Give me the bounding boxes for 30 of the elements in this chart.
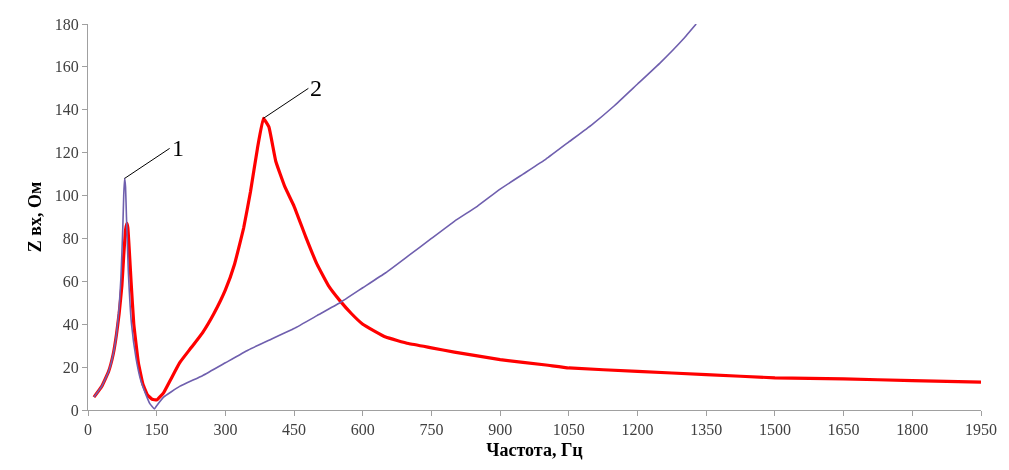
y-tick-label: 80 bbox=[62, 230, 79, 248]
x-tick-label: 1650 bbox=[827, 421, 860, 439]
y-tick-label: 100 bbox=[54, 187, 79, 205]
x-tick-label: 1500 bbox=[758, 421, 791, 439]
y-tick-label: 160 bbox=[54, 58, 79, 76]
y-tick-label: 20 bbox=[62, 358, 79, 376]
y-tick-label: 0 bbox=[70, 401, 79, 419]
x-tick-label: 1350 bbox=[690, 421, 723, 439]
x-tick-label: 900 bbox=[488, 421, 513, 439]
x-axis-title: Частота, Гц bbox=[486, 440, 584, 461]
y-tick-label: 60 bbox=[62, 272, 79, 290]
annotation: 2 bbox=[310, 75, 322, 101]
x-tick-label: 1200 bbox=[621, 421, 654, 439]
line-series bbox=[92, 116, 981, 402]
x-tick-label: 300 bbox=[213, 421, 238, 439]
x-tick-label: 600 bbox=[350, 421, 375, 439]
y-axis-title: Z вх, Ом bbox=[25, 181, 45, 253]
x-tick-label: 1050 bbox=[552, 421, 585, 439]
x-tick-label: 1950 bbox=[965, 421, 997, 439]
x-tick-label: 450 bbox=[282, 421, 307, 439]
line-series bbox=[93, 24, 697, 410]
y-tick-label: 180 bbox=[54, 15, 79, 33]
y-tick-label: 140 bbox=[54, 101, 79, 119]
annotation: 1 bbox=[172, 135, 184, 161]
x-tick-label: 150 bbox=[144, 421, 169, 439]
x-tick-label: 750 bbox=[419, 421, 444, 439]
y-tick-label: 120 bbox=[54, 144, 79, 162]
y-tick-label: 40 bbox=[62, 315, 79, 333]
x-tick-label: 1800 bbox=[896, 421, 929, 439]
x-tick-label: 0 bbox=[84, 421, 92, 439]
